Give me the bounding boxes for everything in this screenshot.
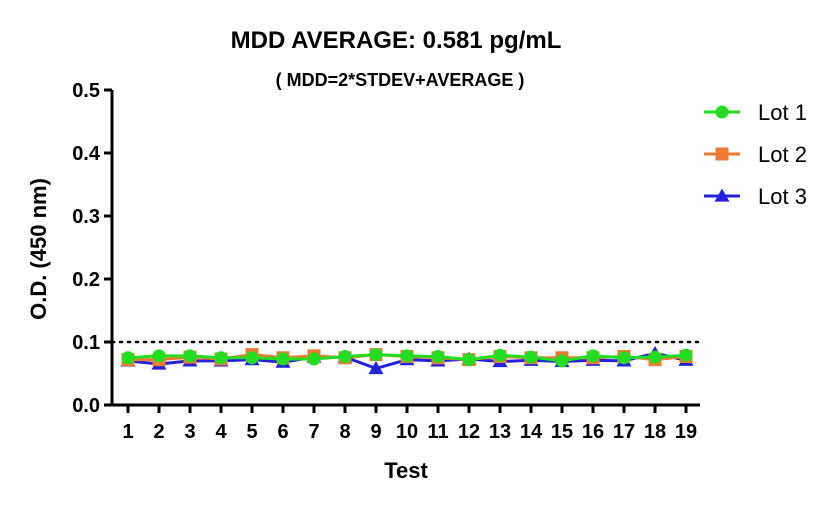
x-tick-label: 2 [153, 421, 164, 443]
data-point [617, 351, 631, 365]
legend-marker [714, 188, 730, 202]
y-tick-label: 0.1 [72, 332, 100, 354]
x-tick-label: 7 [308, 421, 319, 443]
legend-label: Lot 1 [758, 100, 807, 125]
x-tick-label: 18 [644, 421, 666, 443]
x-tick-label: 8 [339, 421, 350, 443]
x-tick-label: 9 [370, 421, 381, 443]
data-point [679, 348, 693, 362]
data-point [369, 348, 383, 362]
legend-item: Lot 1 [704, 100, 807, 125]
x-tick-label: 3 [184, 421, 195, 443]
y-tick-label: 0.2 [72, 269, 100, 291]
x-tick-label: 12 [458, 421, 480, 443]
chart-subtitle: ( MDD=2*STDEV+AVERAGE ) [276, 70, 525, 90]
x-tick-label: 6 [277, 421, 288, 443]
data-point [368, 360, 384, 375]
y-tick-label: 0.3 [72, 206, 100, 228]
x-tick-label: 13 [489, 421, 511, 443]
legend-marker [715, 105, 729, 119]
x-tick-label: 11 [427, 421, 448, 443]
series-group [120, 345, 694, 375]
x-tick-label: 16 [582, 421, 604, 443]
data-point [276, 352, 290, 366]
data-point [183, 349, 197, 363]
chart-title: MDD AVERAGE: 0.581 pg/mL [231, 27, 562, 54]
x-tick-label: 10 [396, 421, 418, 443]
data-point [214, 351, 228, 365]
x-tick-label: 14 [520, 421, 543, 443]
y-tick-label: 0.4 [72, 143, 101, 165]
legend: Lot 1 Lot 2 Lot 3 [704, 100, 807, 209]
legend-label: Lot 3 [758, 184, 807, 209]
x-tick-label: 15 [551, 421, 573, 443]
data-point [648, 350, 662, 364]
x-tick-label: 19 [675, 421, 697, 443]
data-point [400, 349, 414, 363]
x-tick-label: 4 [215, 421, 227, 443]
y-tick-label: 0.0 [72, 395, 100, 417]
data-point [462, 353, 476, 367]
data-point [307, 352, 321, 366]
legend-item: Lot 3 [704, 184, 807, 209]
x-axis-label: Test [384, 458, 428, 483]
data-point [245, 351, 259, 365]
data-point [524, 350, 538, 364]
data-point [121, 351, 135, 365]
x-tick-label: 1 [122, 421, 133, 443]
legend-label: Lot 2 [758, 142, 807, 167]
data-point [431, 349, 445, 363]
legend-marker [715, 147, 729, 161]
x-tick-label: 5 [246, 421, 257, 443]
data-point [338, 349, 352, 363]
axes: 0.00.10.20.30.40.51 2 3 4 5 6 7 8 9 10 11 12 13 14 15 1… [72, 80, 700, 443]
legend-item: Lot 2 [704, 142, 807, 167]
series-lot-1 [121, 348, 693, 368]
data-point [586, 349, 600, 363]
y-axis-label: O.D. (450 nm) [26, 178, 51, 320]
data-point [152, 349, 166, 363]
x-tick-label: 17 [613, 421, 635, 443]
data-point [493, 348, 507, 362]
data-point [555, 354, 569, 368]
y-tick-label: 0.5 [72, 80, 100, 102]
